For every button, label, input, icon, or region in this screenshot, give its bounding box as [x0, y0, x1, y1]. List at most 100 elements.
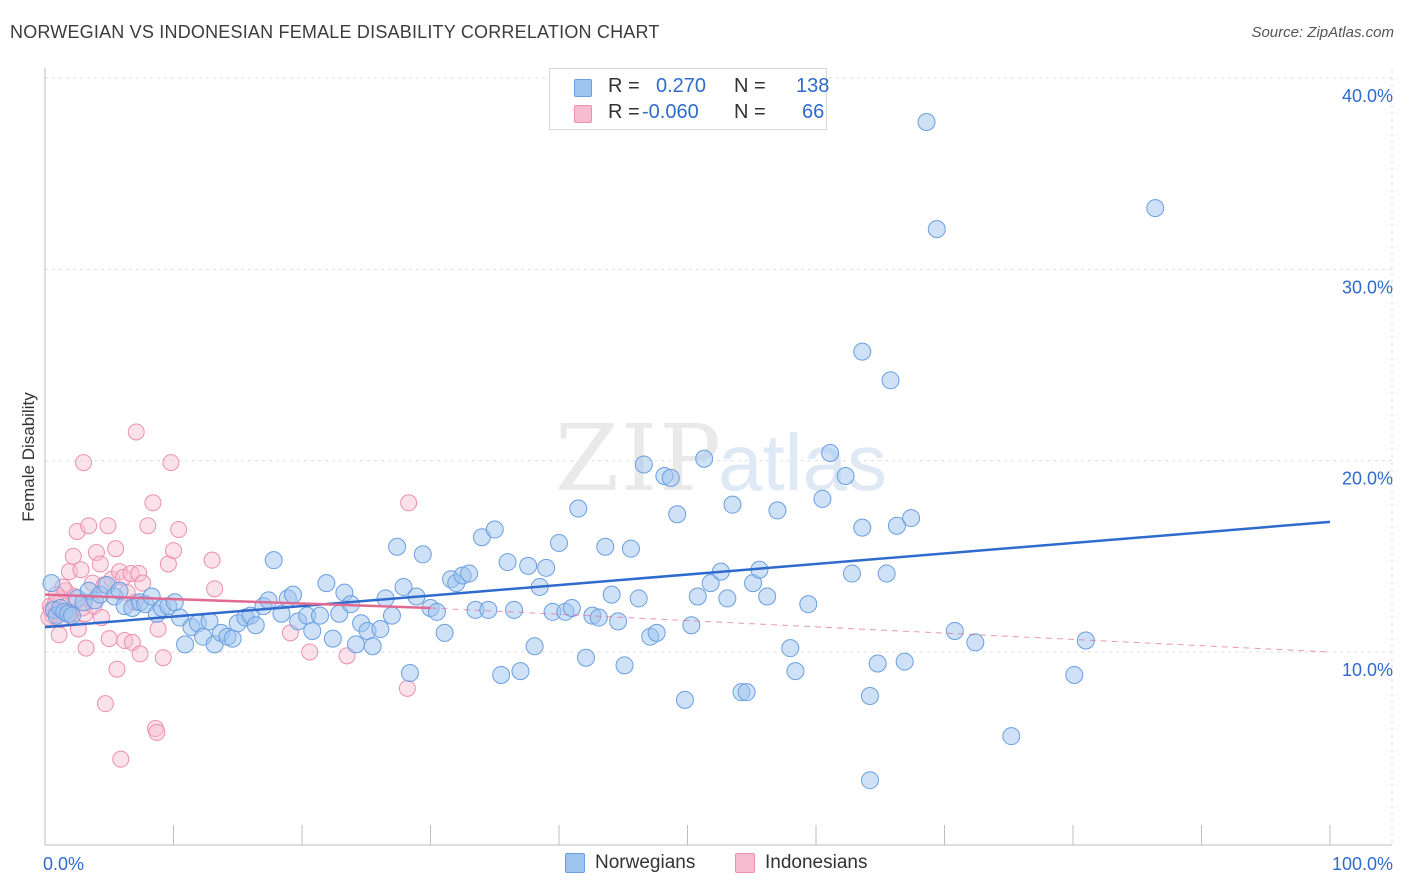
- norwegians-point: [323, 629, 342, 648]
- norwegians-point: [562, 598, 581, 617]
- indonesians-trend-extension: [430, 607, 1331, 653]
- indonesians-point: [301, 643, 319, 661]
- indonesians-point: [203, 551, 221, 569]
- norwegians-point: [596, 537, 615, 556]
- norwegians-point: [550, 533, 568, 552]
- norwegians-point: [62, 606, 81, 625]
- indonesians-point: [170, 521, 188, 539]
- norwegians-point: [460, 564, 479, 583]
- watermark: ZIP atlas: [555, 405, 887, 512]
- indonesians-point: [131, 645, 149, 663]
- indonesians-point: [398, 679, 416, 697]
- norwegians-point: [413, 545, 432, 564]
- indonesians-point: [77, 639, 95, 657]
- indonesians-point: [148, 723, 166, 741]
- indonesians-point: [80, 517, 98, 535]
- y-tick-label-2: 30.0%: [1342, 277, 1393, 297]
- norwegians-point: [813, 489, 832, 508]
- norwegians-point: [723, 495, 742, 514]
- norwegians-point: [675, 690, 694, 709]
- indonesians-point: [96, 695, 114, 713]
- norwegians-point: [1065, 665, 1084, 684]
- norwegians-point: [868, 654, 887, 673]
- norwegians-point: [479, 600, 498, 619]
- norwegians-point: [142, 587, 161, 606]
- norwegians-point: [602, 585, 621, 604]
- trend-lines: [44, 520, 1331, 653]
- norwegians-point: [388, 537, 407, 556]
- legend-n-value: 138: [796, 75, 830, 97]
- indonesians-point: [107, 540, 125, 558]
- norwegians-point: [853, 518, 872, 537]
- norwegians-point: [821, 444, 840, 463]
- norwegians-point: [895, 652, 914, 671]
- norwegians-point: [836, 466, 855, 485]
- norwegians-point: [485, 520, 504, 539]
- x-tick-label-0: 0.0%: [43, 854, 84, 874]
- norwegians-points: [42, 113, 1165, 790]
- legend-n-label: N =: [734, 75, 766, 97]
- norwegians-point: [902, 509, 921, 528]
- norwegians-point: [492, 665, 511, 684]
- norwegians-point: [695, 449, 714, 468]
- indonesians-point: [130, 565, 148, 583]
- norwegians-point: [1002, 727, 1021, 746]
- norwegians-point: [881, 371, 900, 390]
- norwegians-point: [786, 662, 805, 681]
- norwegians-point: [799, 595, 818, 614]
- indonesians-point: [99, 517, 117, 535]
- norwegians-point: [781, 639, 800, 658]
- indonesians-point: [159, 555, 177, 573]
- legend-n-value: 66: [802, 101, 825, 123]
- axis-labels: 10.0% 20.0% 30.0% 40.0% 0.0% 100.0%: [43, 86, 1393, 874]
- norwegians-point: [246, 616, 265, 635]
- norwegians-point: [435, 623, 454, 642]
- norwegians-point: [701, 574, 720, 593]
- norwegians-point: [629, 589, 648, 608]
- norwegians-point: [427, 602, 446, 621]
- legend-r-value: -0.060: [642, 101, 699, 123]
- norwegians-point: [569, 499, 588, 518]
- indonesians-point: [144, 494, 162, 512]
- indonesians-point: [139, 517, 157, 535]
- norwegians-point: [303, 621, 322, 640]
- indonesians-point: [75, 454, 93, 472]
- indonesians-point: [64, 547, 82, 565]
- indonesians-point: [206, 580, 224, 598]
- norwegians-point: [609, 612, 628, 631]
- norwegians-point: [927, 220, 946, 239]
- norwegians-point: [259, 591, 278, 610]
- indonesians-point: [154, 649, 172, 667]
- norwegians-point: [634, 455, 653, 474]
- norwegians-point: [688, 587, 707, 606]
- norwegians-point: [887, 516, 906, 535]
- norwegians-point: [668, 505, 687, 524]
- indonesians-point: [91, 555, 109, 573]
- legend-r-label: R =: [608, 75, 640, 97]
- norwegians-point: [223, 629, 242, 648]
- norwegians-point: [1146, 199, 1165, 218]
- norwegians-point: [525, 637, 544, 656]
- bottom-legend-label-indonesians: Indonesians: [765, 852, 868, 873]
- norwegians-point: [860, 771, 879, 790]
- y-tick-label-0: 10.0%: [1342, 660, 1393, 680]
- watermark-atlas: atlas: [718, 418, 887, 507]
- norwegians-point: [615, 656, 634, 675]
- indonesians-point: [162, 454, 180, 472]
- norwegians-point: [284, 585, 303, 604]
- legend-swatch-norwegians: [574, 79, 592, 97]
- axes: [44, 68, 1392, 846]
- norwegians-point: [519, 556, 538, 575]
- norwegians-point: [176, 635, 195, 654]
- norwegians-point: [647, 623, 666, 642]
- norwegians-point: [917, 113, 936, 132]
- legend-swatch-indonesians: [574, 105, 592, 123]
- legend-r-value: 0.270: [656, 75, 707, 97]
- norwegians-point: [718, 589, 737, 608]
- indonesians-point: [50, 626, 68, 644]
- norwegians-point: [682, 616, 701, 635]
- norwegians-trend-line: [44, 520, 1331, 629]
- legend-n-label: N =: [734, 101, 766, 123]
- norwegians-point: [877, 564, 896, 583]
